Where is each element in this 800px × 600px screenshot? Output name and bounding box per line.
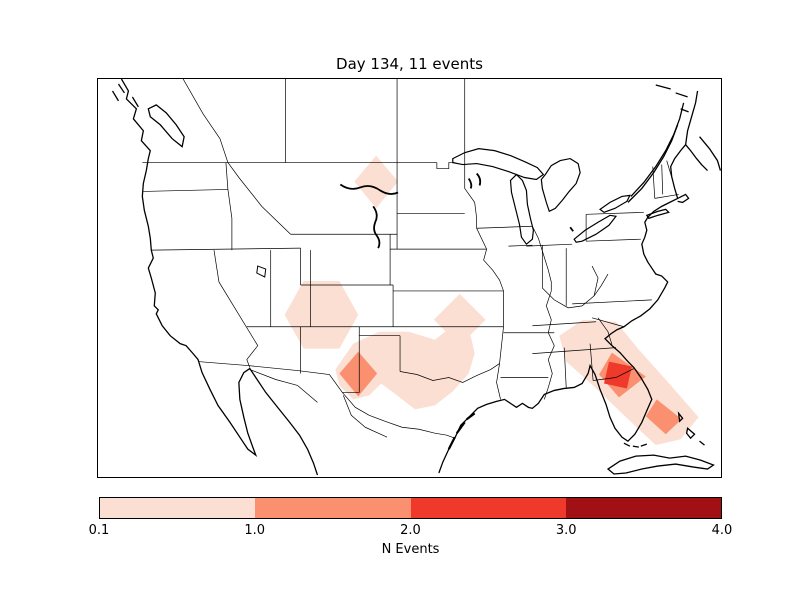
colorbar-tick: 4.0 bbox=[711, 523, 733, 538]
plot-title: Day 134, 11 events bbox=[336, 55, 483, 73]
colorbar-label: N Events bbox=[381, 542, 440, 557]
map-canvas bbox=[111, 79, 721, 476]
colorbar-tick: 2.0 bbox=[400, 523, 421, 538]
heat-region-south-florida bbox=[645, 399, 682, 435]
heat-regions-layer bbox=[284, 155, 699, 446]
state-borders bbox=[142, 79, 679, 439]
map-axes bbox=[97, 78, 722, 478]
heat-region-eastern-new-mexico bbox=[339, 351, 378, 397]
heat-region-north-florida-core bbox=[604, 361, 632, 389]
colorbar-segment-2 bbox=[410, 498, 566, 518]
colorbar-ticks: 0.1 1.0 2.0 3.0 4.0 bbox=[89, 523, 733, 540]
heat-region-kansas-missouri-oklahoma-arkansas bbox=[433, 293, 486, 346]
colorbar bbox=[99, 497, 722, 519]
colorbar-segment-0 bbox=[100, 498, 256, 518]
colorbar-segment-3 bbox=[565, 498, 721, 518]
great-lakes bbox=[256, 148, 631, 278]
heat-region-utah-colorado bbox=[284, 280, 359, 349]
coastlines bbox=[111, 79, 721, 476]
colorbar-tick: 0.1 bbox=[88, 523, 110, 538]
heat-region-new-mexico-north-texas bbox=[335, 325, 475, 410]
heat-region-eastern-montana bbox=[354, 155, 399, 209]
colorbar-segment-1 bbox=[255, 498, 411, 518]
colorbar-tick: 1.0 bbox=[244, 523, 266, 538]
colorbar-tick: 3.0 bbox=[555, 523, 577, 538]
